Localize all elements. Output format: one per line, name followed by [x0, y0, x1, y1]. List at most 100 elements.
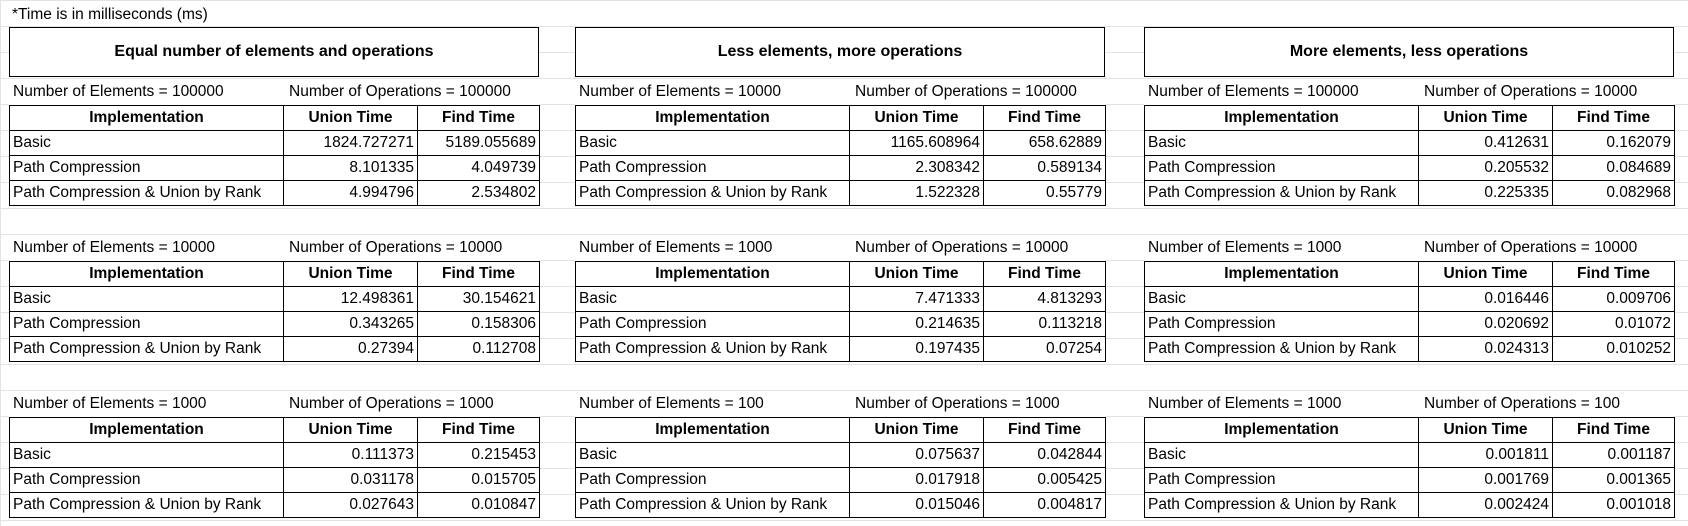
union-time-cell[interactable]: 0.024313: [1418, 336, 1553, 362]
implementation-cell[interactable]: Basic: [9, 286, 284, 312]
implementation-cell[interactable]: Path Compression: [575, 311, 850, 337]
find-time-cell[interactable]: 0.113218: [983, 311, 1106, 337]
implementation-cell[interactable]: Basic: [9, 130, 284, 156]
table-row: Path Compression & Union by Rank 0.002424…: [1144, 492, 1675, 518]
implementation-cell[interactable]: Basic: [1144, 286, 1419, 312]
find-time-cell[interactable]: 0.55779: [983, 180, 1106, 206]
find-time-cell[interactable]: 4.049739: [417, 155, 540, 181]
implementation-cell[interactable]: Path Compression & Union by Rank: [9, 336, 284, 362]
union-time-cell[interactable]: 0.015046: [849, 492, 984, 518]
union-time-cell[interactable]: 0.412631: [1418, 130, 1553, 156]
find-time-cell[interactable]: 0.084689: [1552, 155, 1675, 181]
implementation-cell[interactable]: Path Compression & Union by Rank: [1144, 492, 1419, 518]
union-time-cell[interactable]: 0.001769: [1418, 467, 1553, 493]
find-time-cell[interactable]: 0.215453: [417, 442, 540, 468]
implementation-cell[interactable]: Path Compression & Union by Rank: [9, 180, 284, 206]
implementation-cell[interactable]: Path Compression & Union by Rank: [575, 180, 850, 206]
timing-table: Implementation Union Time Find Time Basic 12…: [9, 261, 540, 362]
union-time-cell[interactable]: 0.075637: [849, 442, 984, 468]
block-parameters: Number of Elements = 100000 Number of Ope…: [1144, 79, 1674, 105]
find-time-cell[interactable]: 0.01072: [1552, 311, 1675, 337]
implementation-cell[interactable]: Path Compression & Union by Rank: [575, 492, 850, 518]
union-time-cell[interactable]: 0.016446: [1418, 286, 1553, 312]
table-header-row: Implementation Union Time Find Time: [9, 417, 540, 443]
implementation-header: Implementation: [575, 417, 850, 443]
result-block: Number of Elements = 1000 Number of Opera…: [1144, 235, 1675, 362]
find-time-cell[interactable]: 0.07254: [983, 336, 1106, 362]
implementation-cell[interactable]: Path Compression: [9, 155, 284, 181]
union-time-cell[interactable]: 0.031178: [283, 467, 418, 493]
union-time-header: Union Time: [849, 105, 984, 131]
find-time-cell[interactable]: 0.042844: [983, 442, 1106, 468]
implementation-cell[interactable]: Path Compression: [1144, 311, 1419, 337]
union-time-cell[interactable]: 1.522328: [849, 180, 984, 206]
union-time-cell[interactable]: 0.002424: [1418, 492, 1553, 518]
table-row: Path Compression & Union by Rank 0.225335…: [1144, 180, 1675, 206]
operations-count-label: Number of Operations = 100000: [855, 83, 1077, 100]
union-time-cell[interactable]: 2.308342: [849, 155, 984, 181]
find-time-cell[interactable]: 0.010252: [1552, 336, 1675, 362]
implementation-cell[interactable]: Basic: [575, 286, 850, 312]
group-title: Less elements, more operations: [575, 27, 1105, 77]
union-time-cell[interactable]: 0.27394: [283, 336, 418, 362]
union-time-cell[interactable]: 0.001811: [1418, 442, 1553, 468]
find-time-cell[interactable]: 2.534802: [417, 180, 540, 206]
find-time-cell[interactable]: 0.001365: [1552, 467, 1675, 493]
find-time-cell[interactable]: 4.813293: [983, 286, 1106, 312]
union-time-header: Union Time: [1418, 261, 1553, 287]
implementation-cell[interactable]: Basic: [575, 130, 850, 156]
union-time-header: Union Time: [1418, 417, 1553, 443]
implementation-cell[interactable]: Path Compression: [1144, 155, 1419, 181]
find-time-cell[interactable]: 0.082968: [1552, 180, 1675, 206]
implementation-cell[interactable]: Path Compression: [9, 311, 284, 337]
find-time-cell[interactable]: 0.010847: [417, 492, 540, 518]
union-time-header: Union Time: [1418, 105, 1553, 131]
union-time-cell[interactable]: 7.471333: [849, 286, 984, 312]
find-time-cell[interactable]: 0.112708: [417, 336, 540, 362]
implementation-cell[interactable]: Basic: [1144, 130, 1419, 156]
union-time-cell[interactable]: 0.225335: [1418, 180, 1553, 206]
union-time-cell[interactable]: 0.214635: [849, 311, 984, 337]
find-time-cell[interactable]: 30.154621: [417, 286, 540, 312]
union-time-cell[interactable]: 0.017918: [849, 467, 984, 493]
find-time-cell[interactable]: 0.162079: [1552, 130, 1675, 156]
implementation-cell[interactable]: Path Compression: [575, 155, 850, 181]
operations-count-label: Number of Operations = 10000: [289, 239, 503, 256]
implementation-cell[interactable]: Basic: [575, 442, 850, 468]
find-time-cell[interactable]: 658.62889: [983, 130, 1106, 156]
implementation-cell[interactable]: Path Compression & Union by Rank: [1144, 180, 1419, 206]
union-time-cell[interactable]: 4.994796: [283, 180, 418, 206]
find-time-cell[interactable]: 0.005425: [983, 467, 1106, 493]
implementation-cell[interactable]: Path Compression & Union by Rank: [575, 336, 850, 362]
operations-count-label: Number of Operations = 10000: [1424, 239, 1638, 256]
union-time-cell[interactable]: 0.205532: [1418, 155, 1553, 181]
find-time-cell[interactable]: 0.589134: [983, 155, 1106, 181]
find-time-cell[interactable]: 0.001187: [1552, 442, 1675, 468]
implementation-cell[interactable]: Basic: [1144, 442, 1419, 468]
union-time-cell[interactable]: 12.498361: [283, 286, 418, 312]
elements-count-label: Number of Elements = 100000: [1148, 83, 1359, 100]
find-time-cell[interactable]: 5189.055689: [417, 130, 540, 156]
table-header-row: Implementation Union Time Find Time: [9, 261, 540, 287]
union-time-cell[interactable]: 0.027643: [283, 492, 418, 518]
union-time-cell[interactable]: 0.111373: [283, 442, 418, 468]
find-time-cell[interactable]: 0.015705: [417, 467, 540, 493]
union-time-cell[interactable]: 0.343265: [283, 311, 418, 337]
union-time-cell[interactable]: 8.101335: [283, 155, 418, 181]
implementation-cell[interactable]: Path Compression & Union by Rank: [9, 492, 284, 518]
implementation-cell[interactable]: Basic: [9, 442, 284, 468]
table-row: Path Compression & Union by Rank 1.522328…: [575, 180, 1106, 206]
timing-table: Implementation Union Time Find Time Basic 0.…: [1144, 105, 1675, 206]
implementation-cell[interactable]: Path Compression: [575, 467, 850, 493]
implementation-cell[interactable]: Path Compression: [9, 467, 284, 493]
union-time-cell[interactable]: 1824.727271: [283, 130, 418, 156]
union-time-cell[interactable]: 0.020692: [1418, 311, 1553, 337]
find-time-cell[interactable]: 0.004817: [983, 492, 1106, 518]
union-time-cell[interactable]: 1165.608964: [849, 130, 984, 156]
find-time-cell[interactable]: 0.009706: [1552, 286, 1675, 312]
find-time-cell[interactable]: 0.001018: [1552, 492, 1675, 518]
implementation-cell[interactable]: Path Compression & Union by Rank: [1144, 336, 1419, 362]
find-time-cell[interactable]: 0.158306: [417, 311, 540, 337]
implementation-cell[interactable]: Path Compression: [1144, 467, 1419, 493]
union-time-cell[interactable]: 0.197435: [849, 336, 984, 362]
